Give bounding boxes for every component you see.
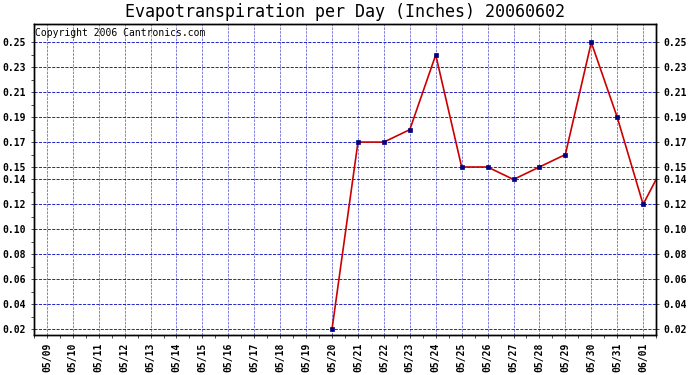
- Title: Evapotranspiration per Day (Inches) 20060602: Evapotranspiration per Day (Inches) 2006…: [125, 3, 565, 21]
- Text: Copyright 2006 Cantronics.com: Copyright 2006 Cantronics.com: [35, 28, 206, 38]
